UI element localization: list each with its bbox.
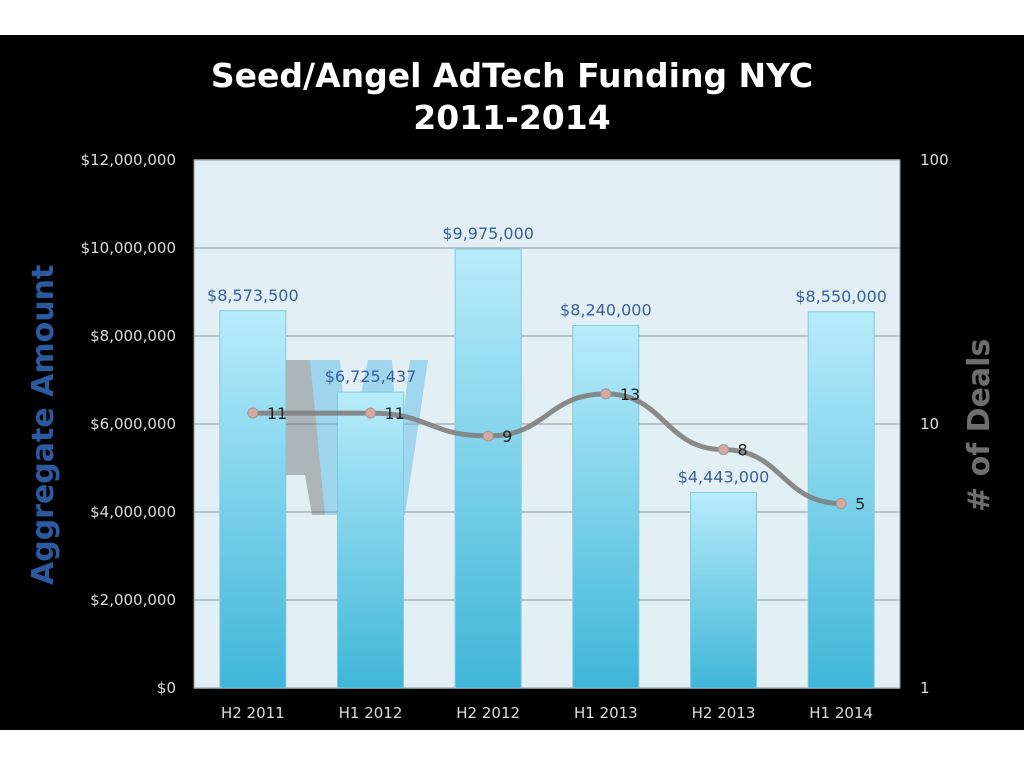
- deals-point: [247, 407, 259, 419]
- y2-axis-label: # of Deals: [962, 338, 997, 512]
- chart-title-line2: 2011-2014: [413, 98, 610, 137]
- y-tick-label: $8,000,000: [90, 327, 176, 345]
- chart-title-line1: Seed/Angel AdTech Funding NYC: [211, 56, 813, 95]
- y-tick-label: $10,000,000: [81, 239, 176, 257]
- bar: [572, 324, 640, 689]
- deals-point: [482, 430, 494, 442]
- bar-data-label: $8,573,500: [207, 286, 299, 305]
- deals-data-label: 9: [502, 427, 512, 446]
- y-axis-label: Aggregate Amount: [26, 264, 61, 586]
- y-tick-label: $2,000,000: [90, 591, 176, 609]
- deals-data-label: 5: [855, 494, 865, 513]
- bar: [690, 492, 757, 689]
- x-tick-label: H1 2013: [574, 704, 638, 722]
- y-tick-label: $6,000,000: [90, 415, 176, 433]
- x-tick-label: H2 2013: [692, 704, 756, 722]
- bar-data-label: $6,725,437: [325, 367, 417, 386]
- y2-tick-label: 1: [920, 679, 930, 697]
- bar-data-label: $8,240,000: [560, 300, 652, 319]
- y-tick-label: $0: [157, 679, 176, 697]
- bar: [219, 310, 287, 689]
- bar: [454, 248, 522, 689]
- bar: [337, 391, 404, 689]
- x-tick-label: H2 2011: [221, 704, 285, 722]
- deals-data-label: 11: [267, 404, 287, 423]
- x-tick-label: H1 2012: [339, 704, 403, 722]
- deals-data-label: 8: [738, 441, 748, 460]
- deals-point: [835, 497, 847, 509]
- y2-tick-label: 10: [920, 415, 939, 433]
- deals-point: [718, 444, 729, 456]
- y-tick-label: $12,000,000: [81, 151, 176, 169]
- deals-point: [365, 407, 376, 419]
- bar-data-label: $4,443,000: [678, 468, 770, 487]
- chart: Seed/Angel AdTech Funding NYC 2011-2014 …: [81, 56, 949, 722]
- bar-data-label: $9,975,000: [442, 224, 534, 243]
- deals-data-label: 13: [620, 385, 640, 404]
- chart-container: Seed/Angel AdTech Funding NYC 2011-2014 …: [0, 35, 1024, 730]
- bar-data-label: $8,550,000: [795, 287, 887, 306]
- y-tick-label: $4,000,000: [90, 503, 176, 521]
- deals-data-label: 11: [385, 404, 405, 423]
- y2-tick-label: 100: [920, 151, 949, 169]
- deals-point: [600, 388, 612, 400]
- x-tick-label: H1 2014: [809, 704, 873, 722]
- x-tick-label: H2 2012: [456, 704, 520, 722]
